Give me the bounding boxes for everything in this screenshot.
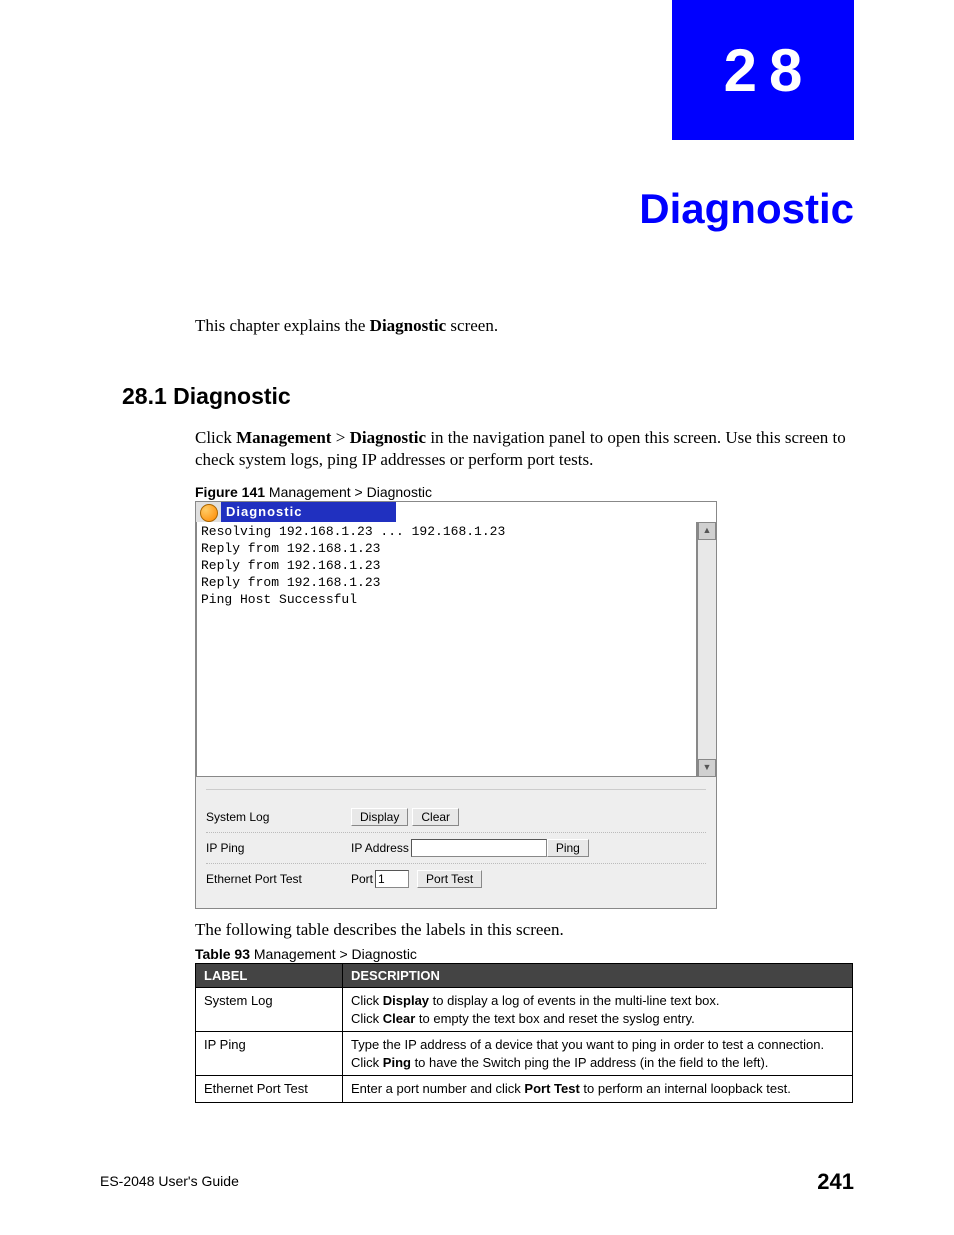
port-label: Port (351, 872, 373, 886)
port-input[interactable] (375, 870, 409, 888)
scroll-up-icon[interactable]: ▲ (698, 522, 716, 540)
intro-bold: Diagnostic (370, 316, 447, 335)
porttest-row: Ethernet Port Test Port Port Test (206, 864, 706, 894)
intro-paragraph: This chapter explains the Diagnostic scr… (195, 316, 498, 336)
th-label: LABEL (196, 964, 343, 988)
th-description: DESCRIPTION (343, 964, 853, 988)
scrollbar[interactable]: ▲ ▼ (697, 522, 716, 777)
section-bold-2: Diagnostic (350, 428, 427, 447)
cell-label: IP Ping (196, 1032, 343, 1076)
chapter-number: 28 (724, 36, 815, 105)
ip-address-input[interactable] (411, 839, 547, 857)
divider (206, 789, 706, 790)
cell-label: System Log (196, 988, 343, 1032)
port-test-button[interactable]: Port Test (417, 870, 482, 888)
ipping-label: IP Ping (206, 841, 351, 855)
section-paragraph: Click Management > Diagnostic in the nav… (195, 427, 850, 471)
page: 28 Diagnostic This chapter explains the … (0, 0, 954, 1235)
ipping-row: IP Ping IP Address Ping (206, 833, 706, 864)
controls-panel: System Log Display Clear IP Ping IP Addr… (196, 777, 716, 908)
cell-desc: Click Display to display a log of events… (343, 988, 853, 1032)
section-bold-1: Management (236, 428, 331, 447)
panel-title: Diagnostic (226, 504, 302, 519)
description-table: LABEL DESCRIPTION System Log Click Displ… (195, 963, 853, 1103)
table-caption: Table 93 Management > Diagnostic (195, 946, 417, 962)
panel-header: Diagnostic (196, 502, 716, 522)
section-gt: > (331, 428, 349, 447)
after-figure-text: The following table describes the labels… (195, 920, 564, 940)
display-button[interactable]: Display (351, 808, 408, 826)
figure-caption-rest: Management > Diagnostic (265, 484, 432, 500)
section-p-prefix: Click (195, 428, 236, 447)
page-number: 241 (817, 1169, 854, 1195)
ip-address-label: IP Address (351, 841, 409, 855)
diagnostic-screenshot: Diagnostic Resolving 192.168.1.23 ... 19… (195, 501, 717, 909)
chapter-number-box: 28 (672, 0, 854, 140)
porttest-label: Ethernet Port Test (206, 872, 351, 886)
syslog-row: System Log Display Clear (206, 802, 706, 833)
syslog-label: System Log (206, 810, 351, 824)
intro-suffix: screen. (446, 316, 498, 335)
section-heading: 28.1 Diagnostic (122, 383, 291, 410)
footer-guide-title: ES-2048 User's Guide (100, 1173, 239, 1189)
cell-label: Ethernet Port Test (196, 1076, 343, 1103)
header-dot-icon (200, 504, 218, 522)
scroll-down-icon[interactable]: ▼ (698, 759, 716, 777)
log-textarea[interactable]: Resolving 192.168.1.23 ... 192.168.1.23 … (196, 522, 697, 777)
intro-prefix: This chapter explains the (195, 316, 370, 335)
clear-button[interactable]: Clear (412, 808, 459, 826)
table-row: Ethernet Port Test Enter a port number a… (196, 1076, 853, 1103)
table-caption-rest: Management > Diagnostic (250, 946, 417, 962)
chapter-title: Diagnostic (639, 185, 854, 233)
table-caption-bold: Table 93 (195, 946, 250, 962)
table-row: System Log Click Display to display a lo… (196, 988, 853, 1032)
ping-button[interactable]: Ping (547, 839, 589, 857)
log-wrap: Resolving 192.168.1.23 ... 192.168.1.23 … (196, 522, 716, 777)
table-header-row: LABEL DESCRIPTION (196, 964, 853, 988)
cell-desc: Type the IP address of a device that you… (343, 1032, 853, 1076)
cell-desc: Enter a port number and click Port Test … (343, 1076, 853, 1103)
table-row: IP Ping Type the IP address of a device … (196, 1032, 853, 1076)
figure-caption-bold: Figure 141 (195, 484, 265, 500)
figure-caption: Figure 141 Management > Diagnostic (195, 484, 432, 500)
